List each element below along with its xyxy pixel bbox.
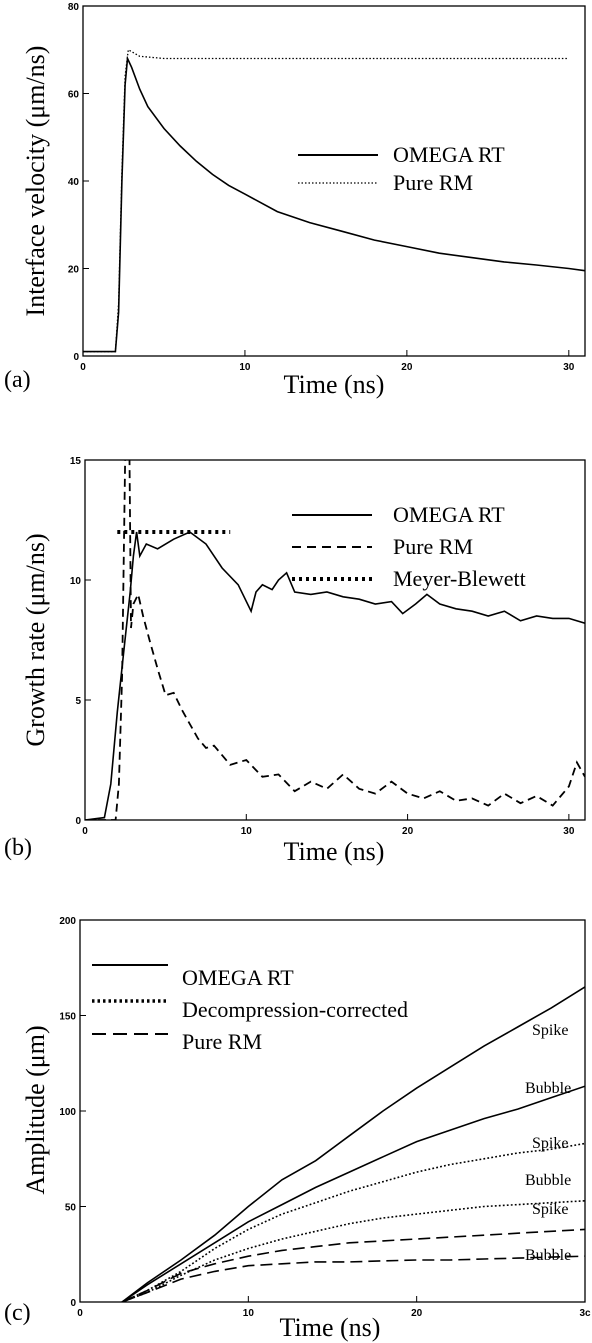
series-line-dashed-4 <box>121 1228 585 1302</box>
x-tick-label: 3c <box>579 1308 591 1319</box>
panel-a-legend: OMEGA RT Pure RM <box>298 142 505 195</box>
legend-label-omega-rt: OMEGA RT <box>393 142 505 167</box>
annotation-rm-bubble: Bubble <box>525 1247 571 1264</box>
x-tick-label: 10 <box>239 362 251 373</box>
panel-a-marks: 0 10 20 30 0 20 40 60 80 <box>68 2 585 373</box>
panel-b-legend: OMEGA RT Pure RM Meyer-Blewett <box>292 502 526 591</box>
panel-b-marks: 0 10 20 30 0 5 10 15 <box>70 456 585 837</box>
y-tick-label: 20 <box>68 265 80 276</box>
panel-c-xlabel: Time (ns) <box>280 1313 381 1342</box>
panel-a-ylabel: Interface velocity (μm/ns) <box>21 46 50 317</box>
panel-c-ylabel: Amplitude (μm) <box>21 1025 50 1194</box>
y-tick-label: 10 <box>70 576 82 587</box>
x-tick-label: 20 <box>411 1308 423 1319</box>
y-tick-label: 40 <box>68 177 80 188</box>
panel-b-xlabel: Time (ns) <box>284 837 385 866</box>
x-tick-label: 0 <box>80 362 86 373</box>
x-tick-label: 0 <box>77 1308 83 1319</box>
panel-a-label: (a) <box>4 367 31 393</box>
x-tick-label: 10 <box>243 1308 255 1319</box>
x-tick-label: 20 <box>401 362 413 373</box>
series-line-solid-0 <box>83 55 585 353</box>
annotation-decomp-bubble: Bubble <box>525 1172 571 1189</box>
series-line-dotted-2 <box>121 1142 585 1302</box>
legend-label-pure-rm-c: Pure RM <box>182 1029 262 1054</box>
x-tick-label: 20 <box>402 826 414 837</box>
panel-c-legend: OMEGA RT Decompression-corrected Pure RM <box>92 964 408 1054</box>
legend-label-meyer-blewett: Meyer-Blewett <box>393 566 526 591</box>
legend-label-pure-rm-b: Pure RM <box>393 534 473 559</box>
panel-b-label: (b) <box>4 835 32 861</box>
y-tick-label: 200 <box>59 916 76 927</box>
panel-b-ylabel: Growth rate (μm/ns) <box>21 533 50 746</box>
legend-label-decompression: Decompression-corrected <box>182 997 408 1022</box>
legend-label-omega-rt-c: OMEGA RT <box>182 965 294 990</box>
panel-b-frame <box>84 459 586 821</box>
annotation-omega-bubble: Bubble <box>525 1080 571 1097</box>
y-tick-label: 5 <box>75 696 81 707</box>
x-tick-label: 10 <box>241 826 253 837</box>
series-line-dashed-1 <box>85 460 585 820</box>
y-tick-label: 80 <box>68 2 80 13</box>
x-tick-label: 0 <box>82 826 88 837</box>
annotation-omega-spike: Spike <box>532 1022 568 1039</box>
legend-label-pure-rm: Pure RM <box>393 170 473 195</box>
series-line-dashed-5 <box>121 1255 585 1302</box>
panel-c-label: (c) <box>4 1300 31 1326</box>
series-line-solid-0 <box>85 531 585 820</box>
panel-b: 0 10 20 30 0 5 10 15 Time (ns) Growth rate (μm/… <box>4 456 586 866</box>
y-tick-label: 0 <box>73 352 79 363</box>
panel-a: 0 10 20 30 0 20 40 60 80 Time (ns) Interface vel… <box>4 2 586 399</box>
series-line-solid-1 <box>121 1085 585 1302</box>
legend-label-omega-rt-b: OMEGA RT <box>393 502 505 527</box>
annotation-decomp-spike: Spike <box>532 1135 568 1152</box>
y-tick-label: 15 <box>70 456 82 467</box>
x-tick-label: 30 <box>563 362 575 373</box>
y-tick-label: 100 <box>59 1107 76 1118</box>
series-line-solid-0 <box>121 986 585 1302</box>
y-tick-label: 50 <box>65 1203 77 1214</box>
panel-c: 0 10 20 3c 0 50 100 150 200 Time (ns) Amplitude … <box>4 916 591 1342</box>
series-line-dotted-1 <box>83 48 569 353</box>
panel-a-xlabel: Time (ns) <box>284 370 385 399</box>
panel-c-annotations: Spike Bubble Spike Bubble Spike Bubble <box>525 1022 571 1264</box>
annotation-rm-spike: Spike <box>532 1201 568 1218</box>
y-tick-label: 60 <box>68 90 80 101</box>
x-tick-label: 30 <box>563 826 575 837</box>
y-tick-label: 0 <box>70 1298 76 1309</box>
y-tick-label: 150 <box>59 1012 76 1023</box>
panel-c-marks: 0 10 20 3c 0 50 100 150 200 <box>59 916 591 1319</box>
y-tick-label: 0 <box>75 816 81 827</box>
